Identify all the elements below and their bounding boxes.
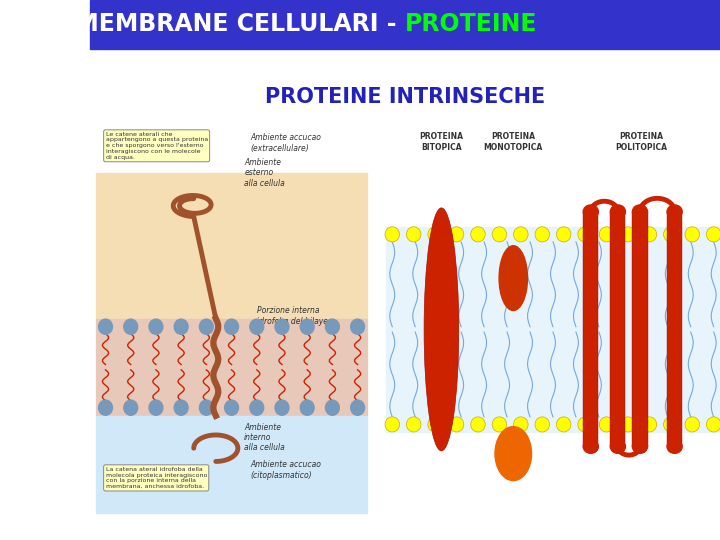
Ellipse shape bbox=[471, 227, 485, 242]
Ellipse shape bbox=[174, 319, 188, 334]
Ellipse shape bbox=[535, 417, 549, 432]
Ellipse shape bbox=[599, 417, 614, 432]
Ellipse shape bbox=[325, 319, 339, 334]
Ellipse shape bbox=[300, 319, 314, 334]
Ellipse shape bbox=[124, 400, 138, 415]
Bar bbox=[632, 212, 647, 447]
Text: PROTEINA
MONOTOPICA: PROTEINA MONOTOPICA bbox=[484, 132, 543, 152]
Bar bbox=[90, 0, 720, 49]
Ellipse shape bbox=[199, 400, 213, 415]
Ellipse shape bbox=[275, 400, 289, 415]
Ellipse shape bbox=[535, 227, 549, 242]
Ellipse shape bbox=[583, 205, 598, 218]
Ellipse shape bbox=[174, 400, 188, 415]
Text: Ambiente accucao
(extracellulare): Ambiente accucao (extracellulare) bbox=[251, 133, 321, 153]
Ellipse shape bbox=[99, 319, 112, 334]
Ellipse shape bbox=[225, 400, 238, 415]
Ellipse shape bbox=[449, 417, 464, 432]
Ellipse shape bbox=[428, 227, 442, 242]
Ellipse shape bbox=[578, 417, 593, 432]
Ellipse shape bbox=[99, 400, 112, 415]
Ellipse shape bbox=[611, 440, 626, 454]
Ellipse shape bbox=[583, 440, 598, 454]
Ellipse shape bbox=[407, 227, 421, 242]
Ellipse shape bbox=[667, 205, 682, 218]
Ellipse shape bbox=[632, 440, 647, 454]
Ellipse shape bbox=[385, 417, 400, 432]
Ellipse shape bbox=[407, 417, 421, 432]
Ellipse shape bbox=[706, 227, 720, 242]
Bar bbox=[667, 212, 682, 447]
Ellipse shape bbox=[611, 205, 626, 218]
Ellipse shape bbox=[275, 319, 289, 334]
Ellipse shape bbox=[664, 227, 678, 242]
Ellipse shape bbox=[557, 417, 571, 432]
Ellipse shape bbox=[149, 400, 163, 415]
Ellipse shape bbox=[621, 417, 635, 432]
Ellipse shape bbox=[124, 319, 138, 334]
Text: Le catene aterali che
appartengono a questa proteina
e che sporgono verso l'este: Le catene aterali che appartengono a que… bbox=[106, 132, 208, 160]
Ellipse shape bbox=[351, 319, 364, 334]
Ellipse shape bbox=[471, 417, 485, 432]
Ellipse shape bbox=[499, 246, 528, 310]
Ellipse shape bbox=[428, 417, 442, 432]
Ellipse shape bbox=[351, 400, 364, 415]
Text: PROTEINA
POLITOPICA: PROTEINA POLITOPICA bbox=[615, 132, 667, 152]
Ellipse shape bbox=[578, 227, 593, 242]
Ellipse shape bbox=[495, 427, 531, 481]
Ellipse shape bbox=[250, 400, 264, 415]
Text: Ambiente
esterno
alla cellula: Ambiente esterno alla cellula bbox=[244, 158, 285, 188]
Ellipse shape bbox=[424, 208, 459, 451]
Bar bbox=[386, 227, 720, 432]
Bar bbox=[96, 319, 367, 416]
Ellipse shape bbox=[685, 417, 700, 432]
Ellipse shape bbox=[513, 417, 528, 432]
Ellipse shape bbox=[492, 417, 507, 432]
Text: La catena ateral idrofoba della
molecola proteica interagiscono
con la porzione : La catena ateral idrofoba della molecola… bbox=[106, 467, 207, 489]
Ellipse shape bbox=[642, 227, 657, 242]
Text: PROTEINA
BITOPICA: PROTEINA BITOPICA bbox=[420, 132, 464, 152]
Ellipse shape bbox=[449, 227, 464, 242]
Text: LE MEMBRANE CELLULARI -: LE MEMBRANE CELLULARI - bbox=[36, 12, 405, 36]
Ellipse shape bbox=[225, 319, 238, 334]
Ellipse shape bbox=[557, 227, 571, 242]
Ellipse shape bbox=[513, 227, 528, 242]
Text: Ambiente accucao
(citoplasmatico): Ambiente accucao (citoplasmatico) bbox=[251, 460, 321, 480]
Ellipse shape bbox=[706, 417, 720, 432]
Bar bbox=[96, 173, 367, 319]
Ellipse shape bbox=[385, 227, 400, 242]
Bar bbox=[96, 416, 367, 513]
Ellipse shape bbox=[642, 417, 657, 432]
Ellipse shape bbox=[621, 227, 635, 242]
Text: PROTEINE INTRINSECHE: PROTEINE INTRINSECHE bbox=[265, 87, 545, 107]
Bar bbox=[611, 212, 626, 447]
Ellipse shape bbox=[300, 400, 314, 415]
Ellipse shape bbox=[149, 319, 163, 334]
Text: PROTEINE: PROTEINE bbox=[405, 12, 537, 36]
Ellipse shape bbox=[599, 227, 614, 242]
Ellipse shape bbox=[250, 319, 264, 334]
Ellipse shape bbox=[664, 417, 678, 432]
Ellipse shape bbox=[632, 205, 647, 218]
Text: Porzione interna
idrofoba del bilayer: Porzione interna idrofoba del bilayer bbox=[257, 306, 331, 326]
Ellipse shape bbox=[325, 400, 339, 415]
Ellipse shape bbox=[685, 227, 700, 242]
Ellipse shape bbox=[199, 319, 213, 334]
Ellipse shape bbox=[667, 440, 682, 454]
Bar bbox=[583, 212, 598, 447]
Ellipse shape bbox=[492, 227, 507, 242]
Text: Ambiente
interno
alla cellula: Ambiente interno alla cellula bbox=[244, 422, 285, 453]
